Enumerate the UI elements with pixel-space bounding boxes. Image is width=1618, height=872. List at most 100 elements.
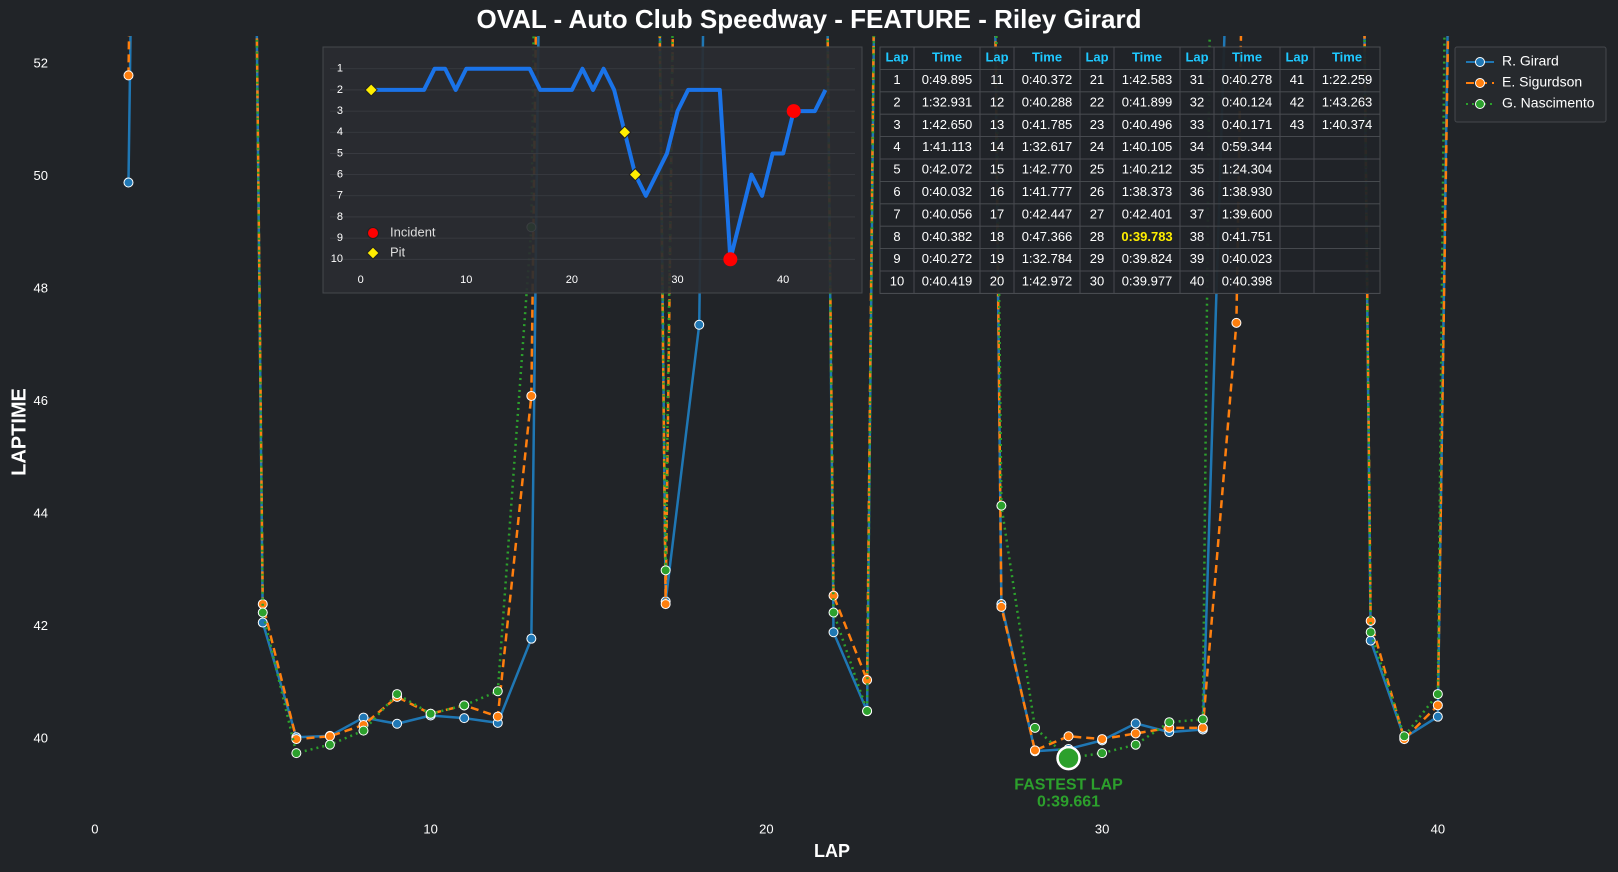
data-point bbox=[492, 711, 503, 722]
data-point bbox=[1130, 739, 1141, 750]
data-point bbox=[1399, 731, 1410, 742]
table-cell-text: 30 bbox=[1090, 274, 1104, 289]
legend-marker bbox=[1475, 99, 1485, 109]
table-cell-text: 28 bbox=[1090, 229, 1104, 244]
table-header: Time bbox=[932, 50, 962, 65]
table-cell-text: 1:42.972 bbox=[1022, 274, 1073, 289]
data-point bbox=[1365, 627, 1376, 638]
table-cell-text: 0:41.751 bbox=[1222, 229, 1273, 244]
table-cell-text: 14 bbox=[990, 139, 1004, 154]
table-cell-text: 1:42.583 bbox=[1122, 72, 1173, 87]
legend-marker bbox=[366, 246, 380, 260]
x-tick-label: 10 bbox=[423, 821, 437, 836]
table-cell-text: 0:40.032 bbox=[922, 184, 973, 199]
table-cell-text: 1:41.113 bbox=[922, 139, 972, 154]
table-header: Time bbox=[1032, 50, 1062, 65]
table-cell-text: 1:32.617 bbox=[1022, 139, 1073, 154]
x-tick-label: 40 bbox=[777, 274, 789, 286]
table-cell-text: 0:40.288 bbox=[1022, 94, 1073, 109]
table-header: Lap bbox=[1285, 50, 1308, 65]
table-cell-text: 1:32.931 bbox=[922, 94, 973, 109]
table-cell-text: 0:40.372 bbox=[1022, 72, 1073, 87]
table-cell-text: 1:42.650 bbox=[922, 117, 973, 132]
y-tick-label: 9 bbox=[337, 232, 343, 244]
data-point bbox=[324, 731, 335, 742]
legend-marker bbox=[1475, 78, 1485, 88]
data-point bbox=[1029, 745, 1040, 756]
y-tick-label: 46 bbox=[34, 393, 48, 408]
data-point bbox=[291, 748, 302, 759]
data-point bbox=[1432, 700, 1443, 711]
x-tick-label: 10 bbox=[460, 274, 472, 286]
table-cell-text: 0:59.344 bbox=[1222, 139, 1273, 154]
y-tick-label: 40 bbox=[34, 731, 48, 746]
data-point bbox=[1130, 728, 1141, 739]
table-cell-text: 36 bbox=[1190, 184, 1204, 199]
y-tick-label: 3 bbox=[337, 105, 343, 117]
table-cell-text: 8 bbox=[893, 229, 900, 244]
table-cell-text: 1:38.930 bbox=[1222, 184, 1273, 199]
table-cell-text: 43 bbox=[1290, 117, 1304, 132]
table-cell-text: 1:40.105 bbox=[1122, 139, 1173, 154]
table-cell-text: 0:40.124 bbox=[1222, 94, 1273, 109]
data-point bbox=[996, 500, 1007, 511]
y-tick-label: 50 bbox=[34, 168, 48, 183]
table-cell-text: 0:40.272 bbox=[922, 251, 973, 266]
table-cell-text: 1:39.600 bbox=[1222, 206, 1273, 221]
legend-label: E. Sigurdson bbox=[1502, 74, 1582, 90]
table-cell-text: 25 bbox=[1090, 162, 1104, 177]
table-cell-text: 0:39.783 bbox=[1121, 229, 1172, 244]
table-cell-text: 42 bbox=[1290, 94, 1304, 109]
table-cell-text: 0:40.023 bbox=[1222, 251, 1273, 266]
table-header: Lap bbox=[985, 50, 1008, 65]
table-cell-text: 27 bbox=[1090, 206, 1104, 221]
table-cell-text: 4 bbox=[893, 139, 900, 154]
table-cell-text: 15 bbox=[990, 162, 1004, 177]
inset: 0 10 20 30 40 1 2 3 4 5 6 7 8 9 10 Incident Pit bbox=[322, 46, 863, 294]
legend-label: R. Girard bbox=[1502, 53, 1559, 69]
data-point bbox=[828, 607, 839, 618]
table-cell-text: 2 bbox=[893, 94, 900, 109]
table-cell-text: 1:40.212 bbox=[1122, 162, 1173, 177]
table-cell-text: 7 bbox=[893, 206, 900, 221]
data-point bbox=[694, 319, 705, 330]
legend-marker bbox=[1475, 57, 1485, 67]
table-header: Lap bbox=[1085, 50, 1108, 65]
annotation: FASTEST LAP bbox=[1014, 776, 1123, 793]
table-cell-text: 37 bbox=[1190, 206, 1204, 221]
data-point bbox=[358, 725, 369, 736]
table-cell-text: 24 bbox=[1090, 139, 1104, 154]
data-point bbox=[862, 705, 873, 716]
table-cell-text: 0:41.785 bbox=[1022, 117, 1073, 132]
data-point bbox=[1197, 714, 1208, 725]
data-point bbox=[1097, 748, 1108, 759]
table-cell-text: 41 bbox=[1290, 72, 1304, 87]
table-cell-text: 11 bbox=[990, 72, 1004, 87]
table-cell-text: 0:42.401 bbox=[1122, 206, 1173, 221]
legend-label: Pit bbox=[390, 244, 406, 259]
table-cell-text: 0:40.419 bbox=[922, 274, 973, 289]
table-cell-text: 18 bbox=[990, 229, 1004, 244]
table-frame bbox=[879, 46, 1381, 294]
y-tick-label: 1 bbox=[337, 63, 343, 75]
table-cell-text: 0:40.056 bbox=[922, 206, 973, 221]
table-cell-text: 6 bbox=[893, 184, 900, 199]
legend-frame bbox=[1454, 46, 1607, 123]
data-point bbox=[324, 739, 335, 750]
data-point bbox=[1164, 717, 1175, 728]
table-cell-text: 40 bbox=[1190, 274, 1204, 289]
data-point bbox=[526, 390, 537, 401]
y-tick-label: 5 bbox=[337, 147, 343, 159]
table-cell-text: 34 bbox=[1190, 139, 1204, 154]
table-cell-text: 0:40.398 bbox=[1222, 274, 1273, 289]
table-cell-text: 12 bbox=[990, 94, 1004, 109]
table-cell-text: 19 bbox=[990, 251, 1004, 266]
x-tick-label: 30 bbox=[671, 274, 683, 286]
data-point bbox=[1097, 734, 1108, 745]
data-point bbox=[1432, 711, 1443, 722]
table-cell-text: 32 bbox=[1190, 94, 1204, 109]
data-point bbox=[459, 713, 470, 724]
series-line bbox=[371, 66, 828, 262]
data-point bbox=[828, 627, 839, 638]
